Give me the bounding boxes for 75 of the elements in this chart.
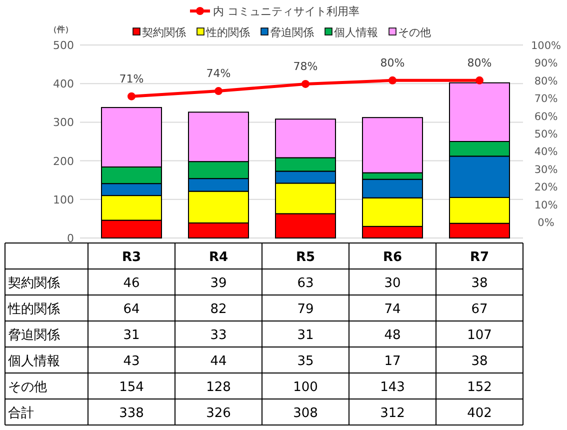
data-label: 31	[297, 328, 314, 343]
data-label: 79	[297, 302, 314, 317]
data-label: 46	[123, 276, 140, 291]
data-label: 71%	[119, 72, 144, 86]
legend-label: 個人情報	[334, 26, 378, 39]
y-tick-label: 100	[53, 193, 74, 206]
legend-label: 脅迫関係	[270, 26, 314, 39]
y-tick-label: 0	[67, 232, 74, 245]
x-tick-label: R6	[382, 250, 402, 265]
text: その他	[8, 380, 47, 395]
text: 脅迫関係	[8, 328, 60, 343]
x-tick-label: R7	[470, 250, 490, 265]
legend-label: 内 コミュニティサイト利用率	[213, 5, 360, 18]
point	[476, 76, 484, 84]
text: 合計	[8, 406, 34, 421]
data-label: 74	[384, 302, 401, 317]
point	[388, 76, 396, 84]
y2-tick-label: 20%	[534, 182, 558, 194]
y2-tick-label: 10%	[534, 199, 558, 212]
y2-tick-label: 90%	[534, 58, 558, 70]
y-tick-label: 300	[53, 116, 74, 130]
data-label: 31	[123, 328, 140, 343]
data-label: 74%	[206, 67, 231, 80]
y2-tick-label: 100%	[530, 40, 562, 52]
point	[214, 87, 222, 96]
data-label: 48	[384, 328, 401, 343]
legend-label: 性的関係	[205, 26, 250, 39]
data-label: 30	[384, 276, 401, 291]
data-label: 33	[210, 328, 227, 343]
text: 312	[380, 406, 405, 421]
y2-tick-label: 60%	[534, 110, 558, 123]
text: 契約関係	[8, 276, 60, 291]
data-label: 82	[210, 302, 227, 317]
y2-tick-label: 30%	[534, 164, 558, 176]
point	[128, 92, 136, 100]
data-label: 107	[467, 328, 492, 343]
data-label: 64	[123, 302, 140, 317]
text: 402	[467, 406, 492, 421]
data-label: 143	[380, 380, 405, 395]
x-tick-label: R4	[208, 250, 228, 265]
data-label: 39	[210, 276, 227, 291]
data-label: 43	[123, 354, 140, 369]
data-label: 80%	[467, 56, 492, 70]
text: 個人情報	[8, 354, 60, 369]
y2-tick-label: 70%	[534, 93, 558, 106]
legend-label: 契約関係	[142, 26, 186, 39]
y2-tick-label: 80%	[534, 75, 558, 88]
data-label: 80%	[380, 56, 405, 70]
x-tick-label: R3	[122, 250, 142, 265]
data-label: 17	[384, 354, 401, 369]
text: 338	[119, 406, 144, 421]
y2-tick-label: 50%	[534, 128, 558, 141]
y2-tick-label: 40%	[534, 146, 558, 158]
data-label: 100	[293, 380, 318, 395]
text: 性的関係	[8, 302, 60, 317]
text: 308	[293, 406, 318, 421]
data-label: 63	[297, 276, 314, 291]
y2-tick-label: 0%	[538, 217, 554, 230]
data-label: 154	[119, 380, 144, 395]
data-label: 128	[206, 380, 231, 395]
data-label: 38	[471, 276, 488, 291]
x-tick-label: R5	[296, 250, 316, 265]
data-label: 35	[297, 354, 314, 369]
y-tick-label: 200	[53, 154, 74, 168]
point	[302, 80, 310, 88]
y-tick-label: 400	[53, 78, 74, 91]
text: 326	[206, 406, 231, 421]
y-tick-label: 500	[53, 39, 74, 52]
data-label: 152	[467, 380, 492, 395]
data-label: 38	[471, 354, 488, 369]
data-label: 44	[210, 354, 227, 369]
y-axis-title: （件）	[49, 25, 73, 34]
data-label: 78%	[293, 60, 318, 73]
data-label: 67	[471, 302, 488, 317]
legend-label: その他	[398, 26, 431, 39]
